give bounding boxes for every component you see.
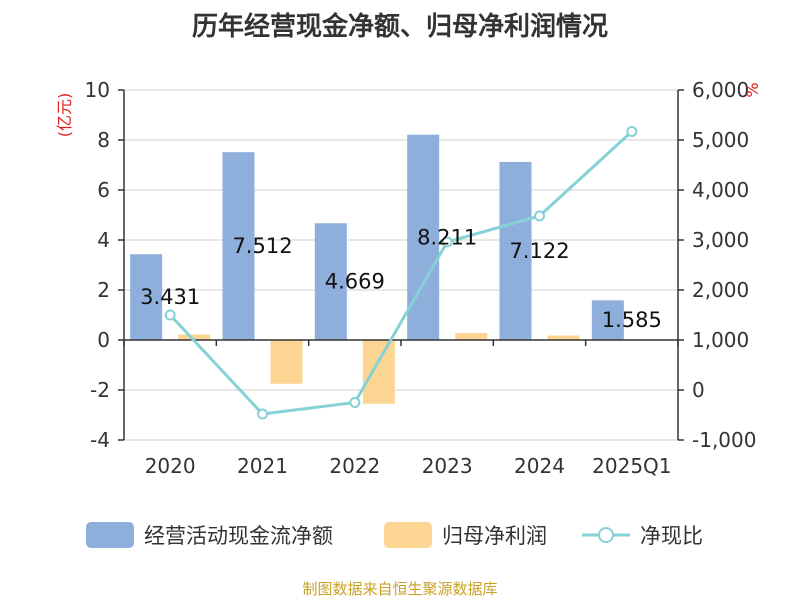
right-tick-label: 6,000 (692, 78, 749, 102)
x-tick-label: 2024 (514, 454, 565, 478)
right-tick-label: 5,000 (692, 128, 749, 152)
ratio-line (164, 126, 638, 420)
left-tick-label: -4 (90, 428, 110, 452)
legend-label-net-profit: 归母净利润 (442, 524, 547, 548)
left-tick-label: 0 (97, 328, 110, 352)
legend-label-cash-flow: 经营活动现金流净额 (144, 524, 333, 548)
legend-label-ratio: 净现比 (640, 524, 703, 548)
cash-flow-bar (591, 300, 624, 340)
ratio-point (534, 210, 545, 222)
legend-marker-ratio (598, 527, 614, 543)
net-profit-bar (547, 335, 580, 340)
left-axis-unit: (亿元) (55, 93, 74, 138)
cash-flow-data-label: 1.585 (602, 308, 662, 332)
cash-flow-bar (130, 254, 163, 340)
legend-swatch-cash-flow (86, 522, 134, 548)
left-tick-label: 10 (85, 78, 110, 102)
right-tick-label: 4,000 (692, 178, 749, 202)
x-tick-label: 2021 (237, 454, 288, 478)
ratio-point (441, 236, 453, 248)
x-tick-label: 2025Q1 (592, 454, 671, 478)
x-tick-label: 2023 (422, 454, 473, 478)
net-profit-bar (455, 333, 488, 340)
legend: 经营活动现金流净额 归母净利润 净现比 (86, 522, 703, 548)
ratio-point (349, 397, 361, 408)
x-tick-label: 2022 (329, 454, 380, 478)
data-labels: 3.431 7.512 4.669 8.211 7.122 1.585 (140, 225, 662, 332)
right-tick-label: 1,000 (692, 328, 749, 352)
ratio-point (257, 408, 268, 420)
right-axis-unit: % (743, 82, 762, 97)
right-tick-label: -1,000 (692, 428, 756, 452)
net-profit-bar (178, 334, 211, 340)
ratio-point (164, 309, 176, 321)
right-tick-label: 0 (692, 378, 705, 402)
cash-flow-data-label: 7.512 (232, 234, 292, 258)
right-tick-label: 3,000 (692, 228, 749, 252)
left-tick-label: 2 (97, 278, 110, 302)
cash-flow-data-label: 4.669 (325, 270, 385, 294)
net-profit-bar (362, 340, 395, 404)
cash-flow-bar (499, 161, 532, 340)
cash-flow-data-label: 8.211 (417, 225, 477, 249)
x-tick-label: 2020 (145, 454, 196, 478)
axes: 10 8 6 4 2 0 -2 -4 6,000 5,000 4,000 3,000 2,000 1,00… (55, 78, 762, 478)
ratio-point (626, 126, 638, 137)
source-note: 制图数据来自恒生聚源数据库 (302, 580, 498, 598)
cash-flow-data-label: 7.122 (509, 239, 569, 263)
left-tick-label: -2 (90, 378, 110, 402)
right-tick-label: 2,000 (692, 278, 749, 302)
cash-flow-data-label: 3.431 (140, 285, 200, 309)
legend-swatch-net-profit (384, 522, 432, 548)
left-tick-label: 8 (97, 128, 110, 152)
ratio-line-path (169, 130, 633, 416)
chart-title: 历年经营现金净额、归母净利润情况 (191, 12, 608, 42)
left-tick-label: 4 (97, 228, 110, 252)
left-tick-label: 6 (97, 178, 110, 202)
bars (130, 134, 624, 404)
cash-flow-bar (222, 152, 255, 340)
cash-flow-bar (407, 134, 440, 340)
grid-lines (124, 89, 678, 441)
cash-flow-bar (314, 223, 347, 340)
net-profit-bar (270, 340, 303, 384)
